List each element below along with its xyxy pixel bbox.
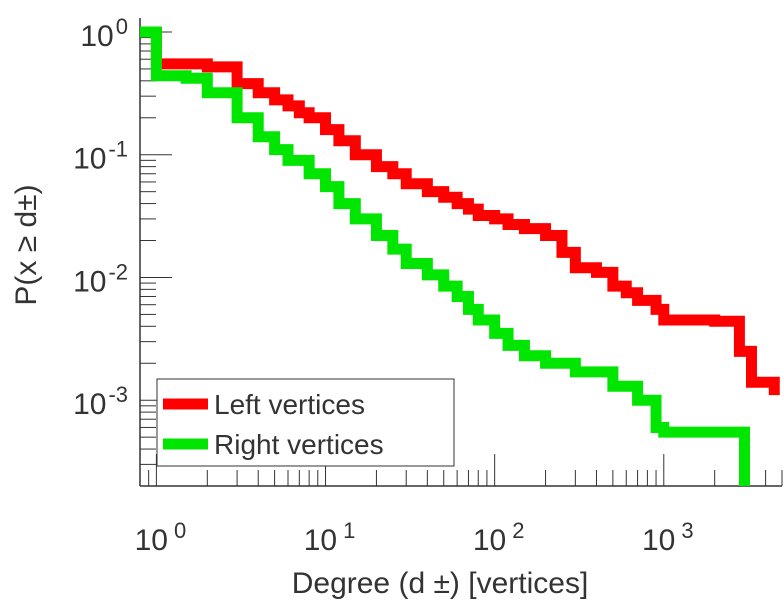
legend: Left vertices Right vertices — [156, 378, 455, 467]
y-tick-label: 10-1 — [73, 137, 128, 176]
legend-label: Left vertices — [214, 389, 365, 420]
series-line-right-vertices — [140, 26, 750, 486]
x-tick-label: 10 0 — [135, 518, 187, 557]
x-tick-label: 10 3 — [642, 518, 694, 557]
legend-box — [156, 378, 455, 467]
x-axis-label: Degree (d ±) [vertices] — [292, 567, 589, 600]
axes: 10 0 10 1 10 2 10 3 100 10-1 10-2 10-3 — [73, 14, 783, 557]
y-axis-label: P(x ≥ d±) — [10, 184, 43, 305]
legend-label: Right vertices — [214, 429, 384, 460]
y-tick-label: 10-2 — [73, 259, 128, 298]
x-tick-label: 10 2 — [473, 518, 525, 557]
series-line-left-vertices — [140, 26, 780, 396]
y-tick-label: 10-3 — [73, 382, 128, 421]
series-layer — [140, 26, 780, 486]
y-tick-label: 100 — [80, 14, 128, 53]
x-tick-label: 10 1 — [304, 518, 356, 557]
